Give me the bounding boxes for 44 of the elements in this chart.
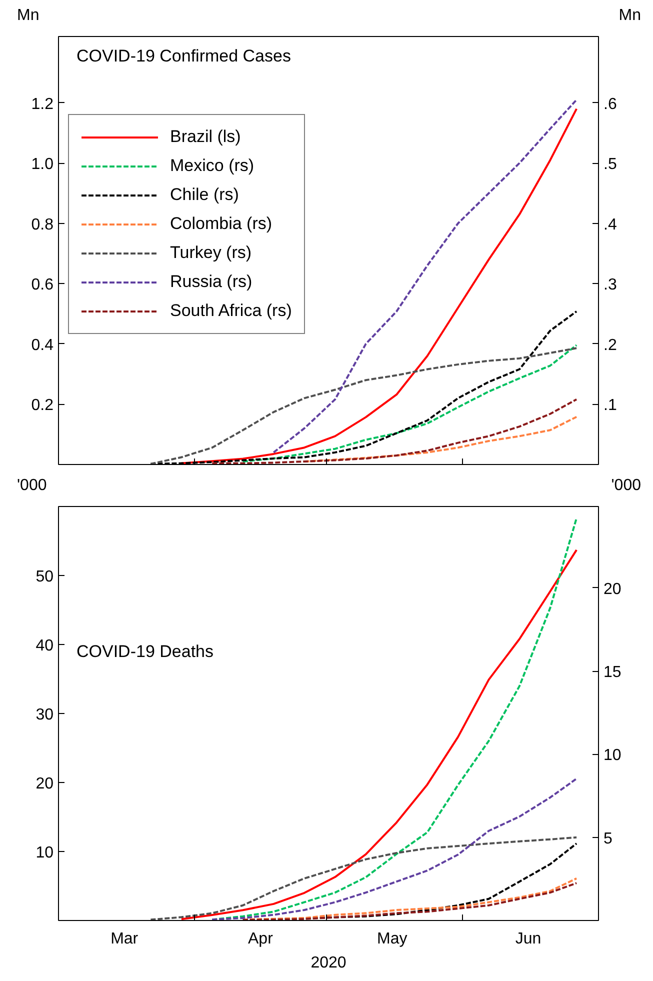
text: COVID-19 Deaths [76, 642, 214, 661]
y-tick-label: 50 [36, 568, 54, 586]
line-series [150, 347, 578, 464]
y2-axis-title: Mn [618, 6, 641, 26]
legend-label: Mexico (rs) [170, 156, 254, 176]
x-tick-label: May [377, 930, 408, 948]
y-tick-label: 0.6 [31, 276, 54, 294]
y-tick-label: 0.4 [31, 336, 54, 354]
legend-label: Turkey (rs) [170, 243, 252, 263]
x-tick-label: Apr [248, 930, 274, 948]
y2-tick-label: .6 [604, 96, 617, 113]
y-tick-label: 0.8 [31, 216, 54, 234]
y-tick-label: 1.0 [31, 156, 54, 174]
legend-label: Russia (rs) [170, 272, 252, 292]
y-axis-title: Mn [17, 6, 40, 26]
y2-tick-label: .4 [604, 216, 617, 234]
y2-tick-label: .1 [604, 397, 617, 414]
y2-tick-label: 15 [604, 664, 622, 682]
line-series [150, 836, 578, 920]
legend-label: Chile (rs) [170, 185, 239, 205]
y2-tick-label: 5 [604, 830, 612, 848]
y2-tick-label: 10 [604, 747, 622, 764]
legend-label: Brazil (ls) [170, 127, 241, 147]
line-series [242, 344, 578, 462]
y-axis-title: '000 [17, 476, 47, 496]
y2-tick-label: .2 [604, 336, 617, 354]
x-tick-label: Mar [110, 930, 139, 948]
line-series [211, 778, 578, 920]
line-series [211, 398, 578, 464]
y2-axis-title: '000 [611, 476, 641, 496]
y-tick-label: 20 [36, 776, 54, 792]
y-tick-label: 1.2 [31, 96, 54, 113]
x-axis-title: 2020 [310, 954, 346, 972]
x-tick-label: Jun [515, 930, 542, 948]
legend-label: South Africa (rs) [170, 301, 292, 321]
y-tick-label: 40 [36, 638, 54, 654]
y-tick-label: 0.2 [31, 397, 54, 414]
y2-tick-label: 20 [604, 580, 622, 598]
y2-tick-label: .3 [604, 276, 617, 294]
y2-tick-label: .5 [604, 156, 617, 174]
y-tick-label: 10 [36, 844, 54, 862]
legend-label: Colombia (rs) [170, 214, 272, 234]
y-tick-label: 30 [36, 706, 54, 724]
text: COVID-19 Confirmed Cases [76, 46, 291, 66]
